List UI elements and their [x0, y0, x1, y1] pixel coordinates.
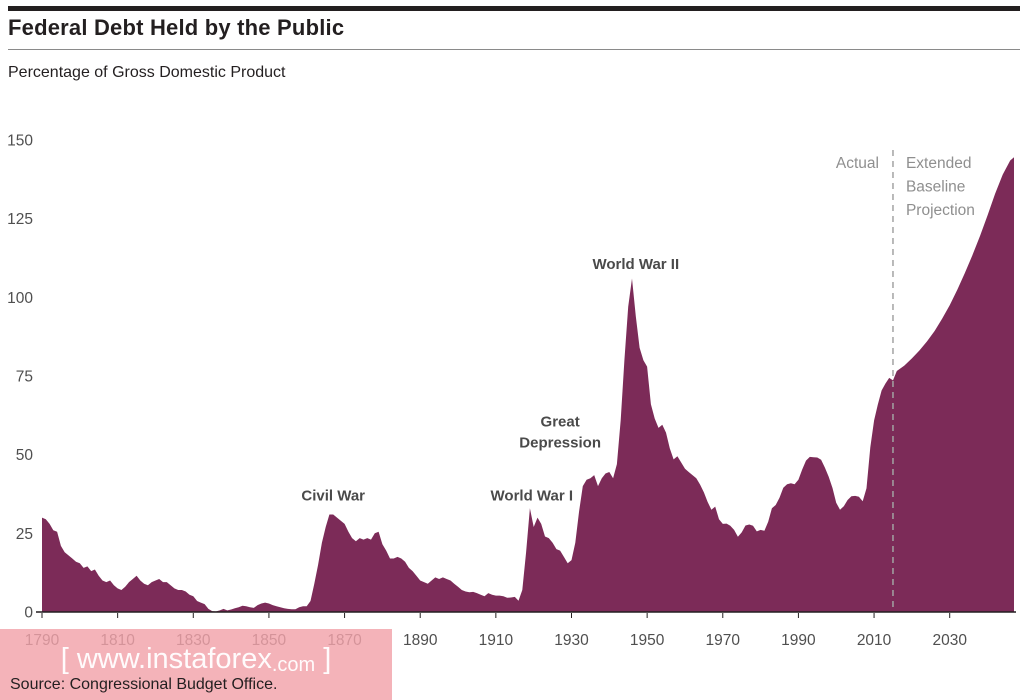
y-axis-label: 0: [24, 605, 33, 622]
watermark-bracket-right: ]: [315, 643, 332, 675]
y-axis-label: 50: [16, 447, 34, 464]
title-divider: [8, 49, 1020, 50]
y-axis-label: 125: [7, 211, 33, 228]
page-title: Federal Debt Held by the Public: [8, 15, 345, 40]
x-axis-label: 1930: [554, 632, 589, 649]
source-note: Source: Congressional Budget Office.: [10, 676, 278, 693]
y-axis-label: 100: [7, 290, 33, 307]
x-axis-label: 1990: [781, 632, 816, 649]
watermark-tld: .com: [271, 654, 316, 676]
top-rule: [8, 6, 1020, 11]
x-axis-label: 1910: [479, 632, 514, 649]
x-axis-label: 1890: [403, 632, 438, 649]
instaforex-watermark: [ www.instaforex .com ]: [0, 629, 392, 700]
watermark-site-name: www.instaforex: [76, 643, 272, 675]
annotation-world-war-ii: World War II: [592, 256, 679, 273]
y-axis-label: 25: [16, 526, 33, 543]
actual-region-label: Actual: [836, 155, 879, 172]
annotation-great-depression: Great Depression: [519, 413, 601, 451]
annotation-civil-war: Civil War: [301, 487, 365, 504]
watermark-bracket-left: [: [60, 643, 77, 675]
annotation-world-war-i: World War I: [491, 487, 574, 504]
x-axis-label: 2030: [932, 632, 967, 649]
x-axis-label: 2010: [857, 632, 892, 649]
debt-area-series: [42, 157, 1014, 613]
x-axis-label: 1950: [630, 632, 665, 649]
x-axis-label: 1970: [706, 632, 741, 649]
projection-region-label: Extended Baseline Projection: [906, 155, 975, 219]
y-axis-label: 75: [16, 369, 33, 386]
y-axis-label: 150: [7, 133, 33, 150]
page-subtitle: Percentage of Gross Domestic Product: [8, 64, 286, 81]
